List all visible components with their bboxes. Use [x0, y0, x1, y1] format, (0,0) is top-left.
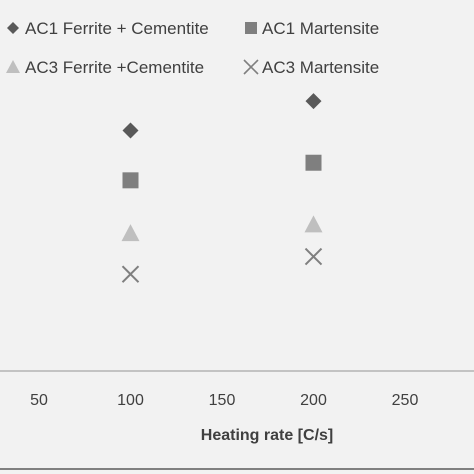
legend-label: AC1 Martensite — [262, 19, 379, 38]
legend-item: AC1 Martensite — [245, 19, 379, 38]
legend-label: AC3 Martensite — [262, 58, 379, 77]
x-tick-label: 100 — [117, 392, 144, 409]
legend-item: AC1 Ferrite + Cementite — [7, 19, 209, 38]
data-point-square — [305, 154, 322, 171]
legend-marker-square — [245, 22, 257, 34]
data-point-triangle — [121, 224, 140, 242]
data-point-triangle — [304, 215, 323, 233]
x-tick-label: 150 — [209, 392, 236, 409]
legend-item: AC3 Martensite — [243, 58, 379, 77]
legend-label: AC3 Ferrite +Cementite — [25, 58, 204, 77]
data-points — [121, 93, 323, 283]
data-point-square — [122, 172, 139, 189]
x-tick-label: 200 — [300, 392, 327, 409]
legend-item: AC3 Ferrite +Cementite — [6, 58, 204, 77]
legend-marker-x — [243, 59, 259, 75]
legend: AC1 Ferrite + Cementite AC1 Martensite AC3… — [6, 19, 379, 77]
data-point-x — [304, 247, 323, 266]
legend-label: AC1 Ferrite + Cementite — [25, 19, 209, 38]
x-tick-labels: 50 100 150 200 250 — [30, 392, 418, 409]
data-point-x — [121, 265, 140, 283]
legend-marker-triangle — [6, 60, 20, 73]
data-point-diamond — [122, 122, 139, 139]
x-axis-title: Heating rate [C/s] — [201, 427, 333, 444]
x-tick-label: 50 — [30, 392, 48, 409]
legend-marker-diamond — [7, 22, 19, 34]
x-tick-label: 250 — [392, 392, 419, 409]
data-point-diamond — [305, 93, 322, 110]
